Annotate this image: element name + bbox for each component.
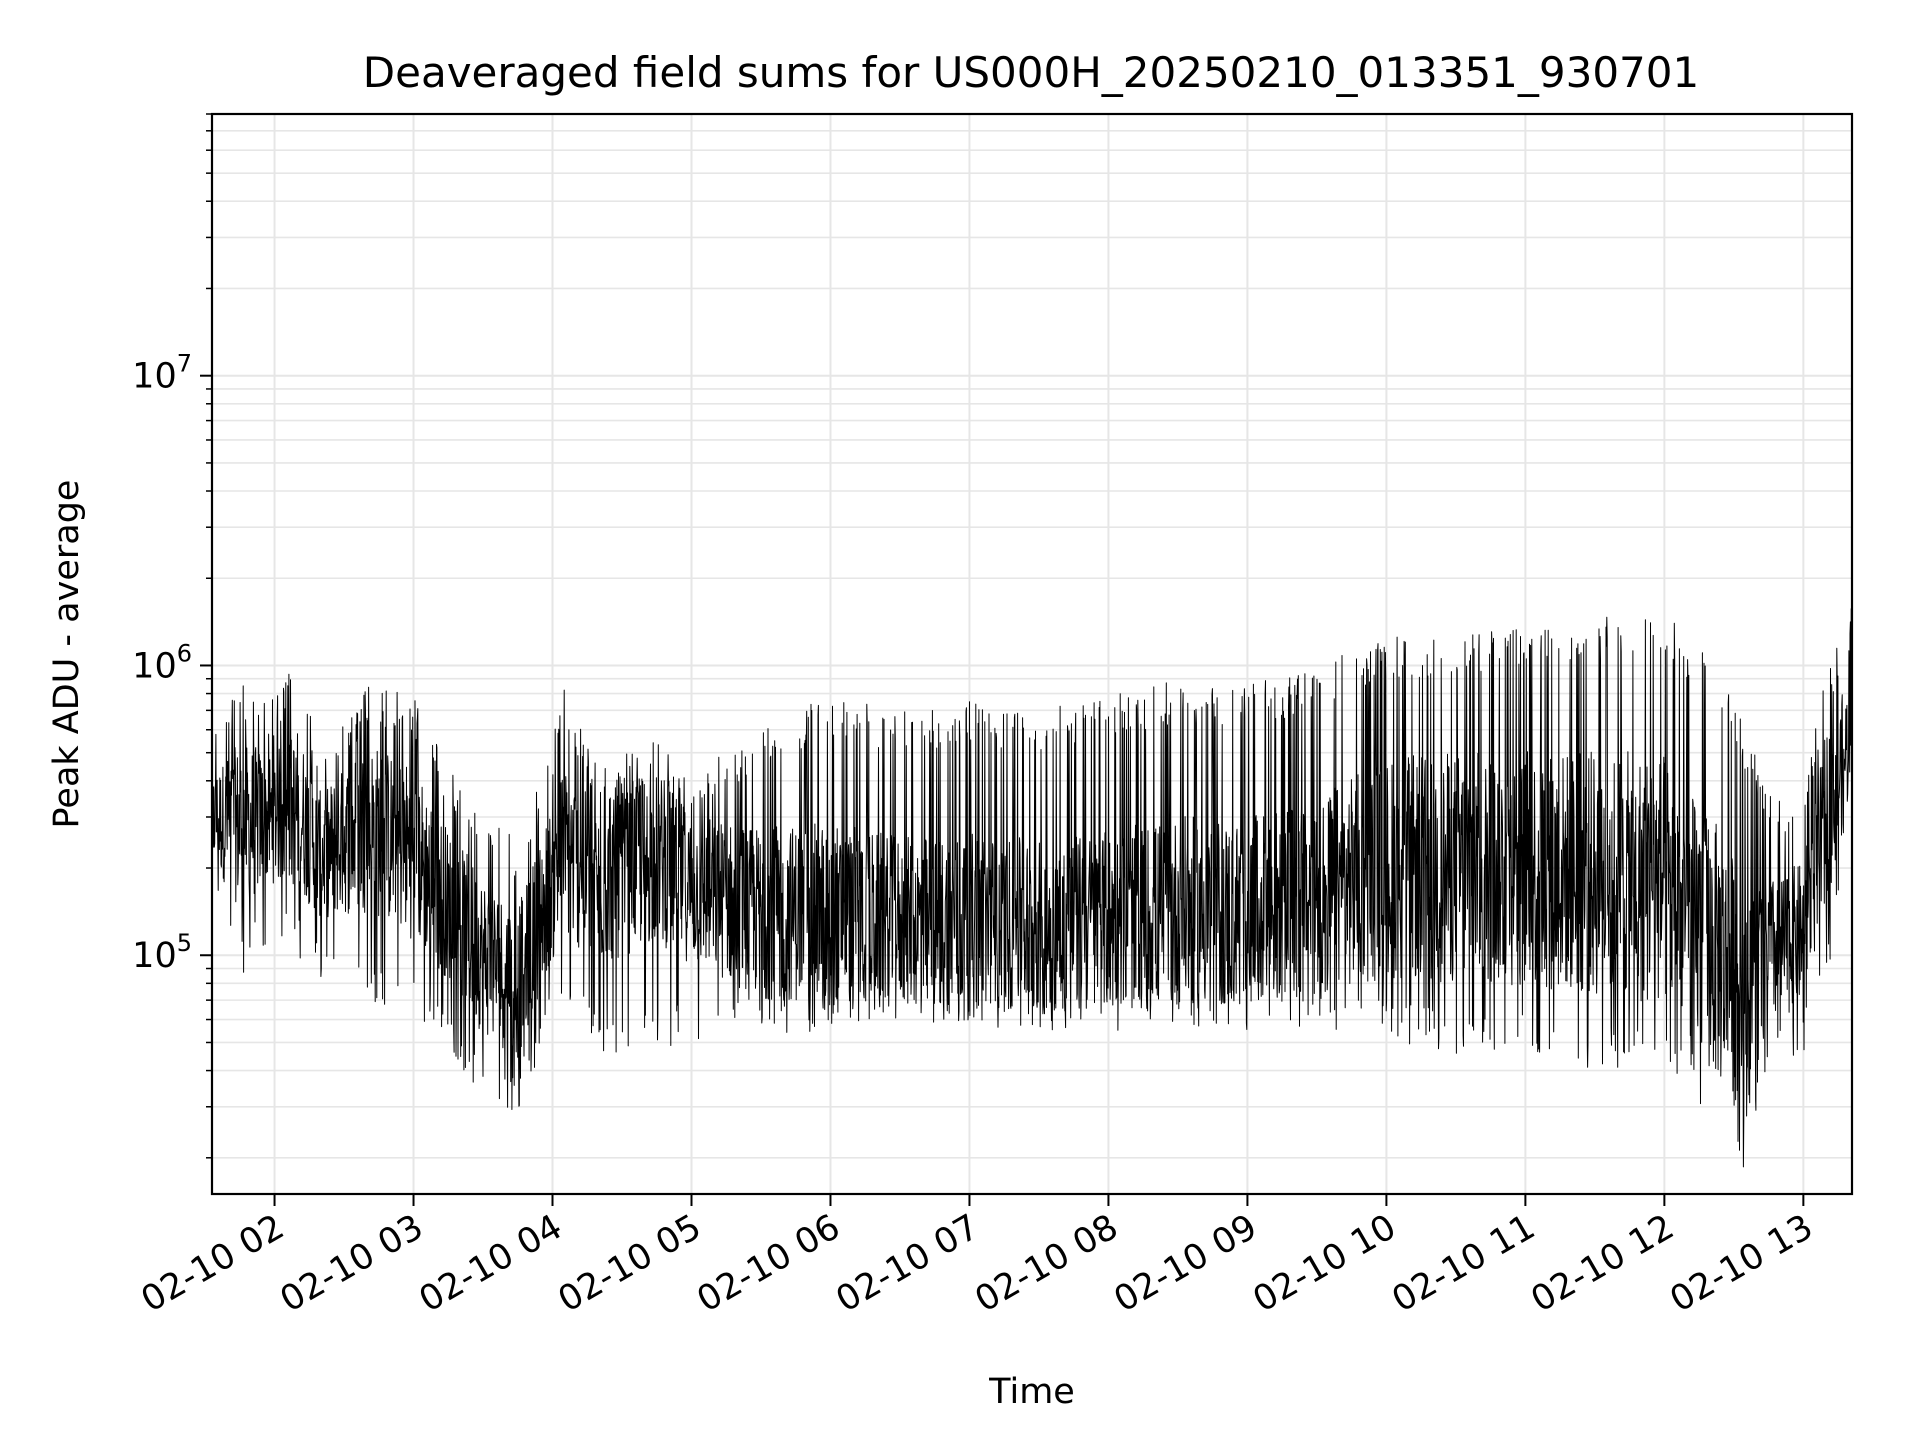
chart-title: Deaveraged field sums for US000H_2025021… — [363, 48, 1699, 97]
y-tick-label: 106 — [132, 639, 192, 686]
x-axis-label: Time — [988, 1372, 1075, 1412]
y-axis-label: Peak ADU - average — [47, 480, 87, 829]
series-line — [211, 608, 1853, 1168]
data-line — [211, 608, 1853, 1168]
y-axis-ticks: 105 106 107 — [132, 113, 212, 1159]
y-tick-label: 105 — [132, 929, 192, 976]
plot-frame — [210, 112, 1854, 1196]
y-tick-label: 107 — [132, 350, 192, 397]
